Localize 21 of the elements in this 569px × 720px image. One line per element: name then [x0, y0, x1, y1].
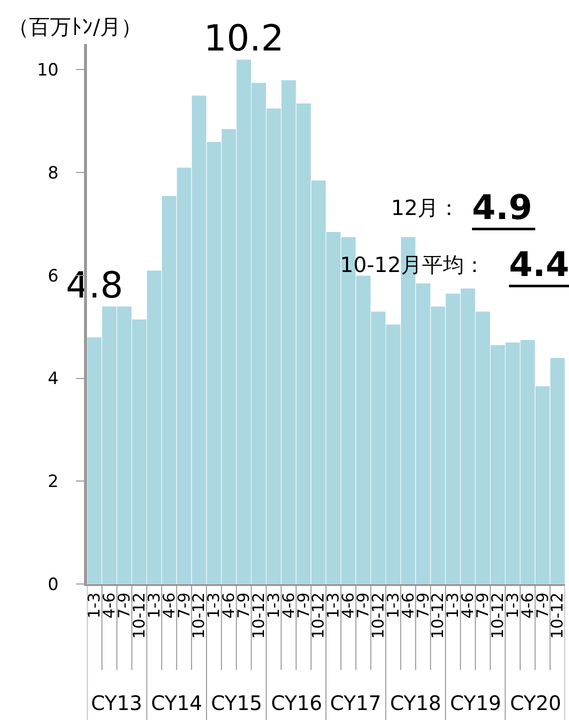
text: CY15	[211, 691, 262, 715]
y-tick-label: 6	[48, 266, 59, 286]
text: CY19	[450, 691, 502, 715]
y-tick-label: 8	[48, 164, 59, 184]
text: CY17	[330, 691, 382, 715]
annotation: 10-12月平均：	[340, 253, 486, 277]
y-tick-label: 4	[48, 369, 59, 390]
annotation: 4.4	[509, 245, 569, 285]
data-label: 10.2	[204, 18, 284, 60]
data-label: 4.8	[66, 265, 124, 306]
y-tick-label: 10	[36, 60, 59, 81]
text: CY18	[390, 691, 442, 715]
text: CY16	[271, 691, 322, 715]
text: CY13	[91, 691, 142, 715]
y-tick-label: 2	[48, 472, 59, 492]
y-axis-title: （百万ﾄﾝ/月）	[8, 15, 142, 39]
y-tick-label: 0	[48, 574, 59, 595]
text: CY20	[510, 691, 562, 715]
annotation: 4.9	[472, 188, 532, 228]
annotation: 12月：	[391, 196, 460, 220]
text: CY14	[151, 691, 202, 715]
